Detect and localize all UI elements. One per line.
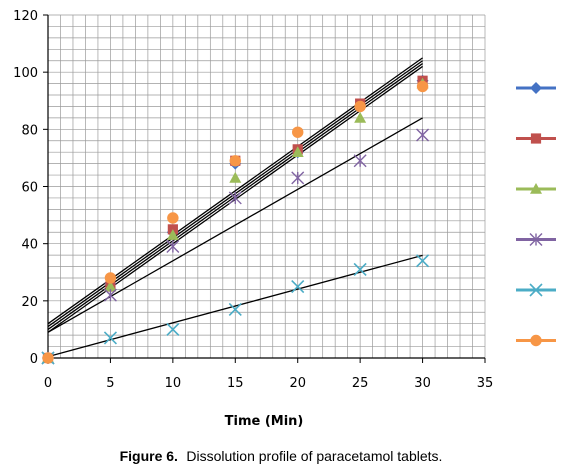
x-tick-label: 35 xyxy=(477,376,494,391)
y-tick-label: 40 xyxy=(21,238,38,253)
data-point xyxy=(229,155,241,167)
legend-item xyxy=(516,82,556,94)
data-point xyxy=(354,100,366,113)
data-point xyxy=(292,126,304,138)
data-points xyxy=(41,74,430,365)
data-point xyxy=(103,331,117,345)
y-tick-label: 0 xyxy=(30,352,38,367)
legend-marker xyxy=(530,133,542,144)
marker-stroke xyxy=(103,331,117,345)
y-tick-label: 60 xyxy=(21,181,38,196)
legend-marker xyxy=(529,283,543,297)
legend-marker xyxy=(529,233,543,246)
legend-item xyxy=(516,334,556,347)
marker-stroke xyxy=(291,279,305,294)
legend xyxy=(516,82,556,347)
legend-marker xyxy=(530,82,542,94)
caption-label: Figure 6. xyxy=(120,448,178,464)
marker-stroke xyxy=(353,262,367,276)
y-tick-label: 100 xyxy=(13,66,38,81)
x-tick-label: 0 xyxy=(44,376,52,391)
data-point xyxy=(291,146,304,157)
grid xyxy=(47,14,486,359)
data-point xyxy=(104,280,117,292)
marker-stroke xyxy=(166,322,180,336)
legend-item xyxy=(516,133,556,144)
data-point xyxy=(353,262,367,276)
x-tick-label: 30 xyxy=(414,376,431,391)
marker-stroke xyxy=(416,254,430,268)
legend-item xyxy=(516,233,556,246)
figure-caption: Figure 6. Dissolution profile of paracet… xyxy=(120,448,443,465)
data-point xyxy=(291,171,305,185)
data-point xyxy=(166,229,179,240)
caption-text: Dissolution profile of paracetamol table… xyxy=(186,448,442,464)
data-point xyxy=(166,240,180,254)
x-tick-label: 15 xyxy=(227,376,244,391)
legend-item xyxy=(516,183,556,194)
data-point xyxy=(416,80,429,93)
data-point xyxy=(354,111,367,123)
y-tick-labels: 0 20 40 60 80 100 120 xyxy=(13,9,38,367)
data-point xyxy=(229,171,242,183)
data-point xyxy=(416,254,430,268)
y-tick-label: 120 xyxy=(13,9,38,24)
y-tick-label: 20 xyxy=(21,295,38,310)
x-tick-label: 10 xyxy=(165,376,182,391)
marker-stroke xyxy=(228,302,242,316)
legend-item xyxy=(516,283,556,297)
data-point xyxy=(228,191,242,205)
data-point xyxy=(42,352,54,364)
data-point xyxy=(104,272,117,284)
x-tick-label: 20 xyxy=(289,376,306,391)
data-point xyxy=(416,128,430,142)
legend-marker xyxy=(530,183,542,194)
marker-stroke xyxy=(529,283,543,297)
data-point xyxy=(166,322,180,336)
legend-marker xyxy=(530,334,542,347)
x-tick-label: 5 xyxy=(106,376,114,391)
data-point xyxy=(291,279,305,294)
data-point xyxy=(228,302,242,316)
data-point xyxy=(103,288,117,302)
trendline xyxy=(47,254,423,358)
y-tick-label: 80 xyxy=(21,123,38,138)
x-tick-label: 25 xyxy=(352,376,369,391)
x-axis-label: Time (Min) xyxy=(225,414,304,429)
x-tick-labels: 0 5 10 15 20 25 30 35 xyxy=(44,376,493,391)
data-point xyxy=(167,212,179,224)
data-point xyxy=(353,154,367,168)
